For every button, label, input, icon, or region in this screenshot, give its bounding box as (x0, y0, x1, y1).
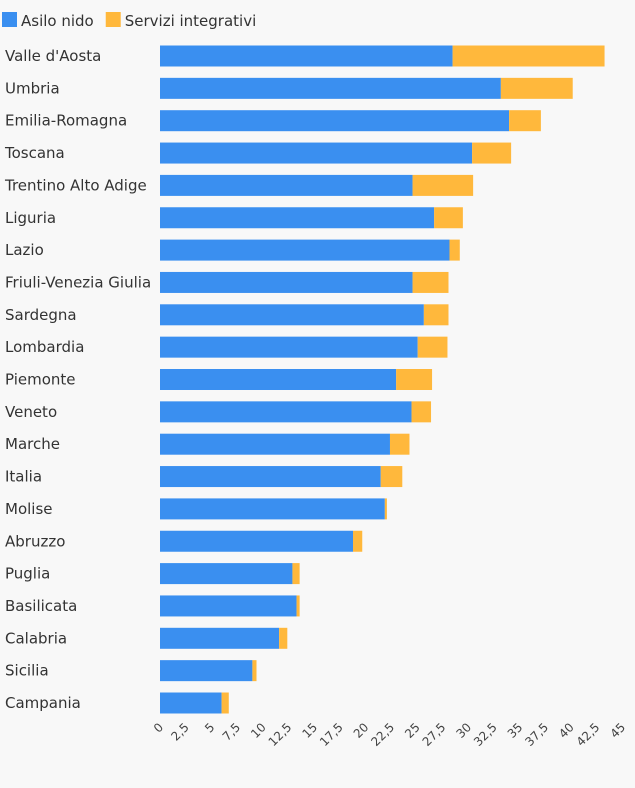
legend-swatch-0 (2, 12, 17, 27)
bar-asilo-nido (160, 110, 510, 132)
bar-asilo-nido (160, 660, 253, 682)
category-label: Veneto (5, 403, 57, 421)
bar-servizi-integrativi (449, 239, 460, 261)
x-tick-label: 27,5 (420, 720, 449, 749)
bar-servizi-integrativi (384, 498, 387, 520)
bar-asilo-nido (160, 174, 413, 196)
category-label: Toscana (4, 144, 65, 162)
bar-asilo-nido (160, 595, 297, 617)
category-labels: Valle d'Aosta Umbria Emilia-Romagna Toscana… (4, 47, 151, 712)
bar-servizi-integrativi (452, 45, 605, 67)
bar-asilo-nido (160, 239, 450, 261)
bar-servizi-integrativi (296, 595, 300, 617)
x-tick-label: 2,5 (168, 720, 191, 743)
legend: Asilo nido Servizi integrativi (2, 12, 256, 30)
bar-servizi-integrativi (396, 369, 433, 390)
bar-asilo-nido (160, 401, 412, 423)
bar-servizi-integrativi (412, 174, 474, 196)
bar-asilo-nido (160, 530, 354, 552)
category-label: Marche (5, 435, 60, 453)
bar-asilo-nido (160, 336, 418, 358)
category-label: Basilicata (5, 597, 77, 615)
bar-asilo-nido (160, 692, 222, 714)
x-tick-label: 22,5 (368, 720, 397, 749)
bar-asilo-nido (160, 271, 413, 293)
category-label: Lazio (5, 241, 44, 259)
bar-servizi-integrativi (292, 563, 300, 585)
x-tick-label: 12,5 (266, 720, 295, 749)
bar-servizi-integrativi (500, 77, 573, 99)
category-label: Campania (5, 694, 81, 712)
bar-asilo-nido (160, 77, 501, 99)
category-label: Lombardia (5, 338, 84, 356)
category-label: Puglia (5, 565, 50, 583)
category-label: Sardegna (5, 306, 77, 324)
bar-servizi-integrativi (221, 692, 229, 714)
bar-asilo-nido (160, 498, 385, 520)
category-label: Liguria (5, 209, 56, 227)
category-label: Emilia-Romagna (5, 112, 127, 130)
bar-servizi-integrativi (434, 207, 463, 229)
legend-swatch-1 (105, 12, 121, 27)
bar-servizi-integrativi (279, 627, 288, 649)
x-tick-label: 37,5 (522, 720, 551, 749)
bar-asilo-nido (160, 207, 435, 229)
bar-servizi-integrativi (389, 433, 410, 455)
category-label: Trentino Alto Adige (4, 176, 147, 194)
x-tick-label: 5 (202, 720, 217, 735)
x-tick-label: 17,5 (317, 720, 346, 749)
category-label: Abruzzo (5, 532, 65, 550)
x-tick-label: 42,5 (574, 720, 603, 749)
bar-asilo-nido (160, 433, 390, 455)
x-tick-label: 32,5 (471, 720, 500, 749)
bar-asilo-nido (160, 563, 293, 585)
category-label: Umbria (5, 79, 60, 97)
x-tick-label: 0 (151, 720, 166, 735)
bar-servizi-integrativi (423, 304, 449, 326)
bar-servizi-integrativi (380, 466, 403, 488)
bar-servizi-integrativi (411, 401, 432, 423)
legend-label-0: Asilo nido (21, 12, 94, 30)
bar-servizi-integrativi (252, 660, 257, 682)
x-tick-label: 45 (607, 720, 628, 741)
bar-asilo-nido (160, 142, 473, 164)
category-label: Calabria (5, 629, 67, 647)
bar-asilo-nido (160, 369, 397, 390)
legend-label-1: Servizi integrativi (125, 12, 257, 30)
bar-servizi-integrativi (509, 110, 541, 132)
bar-asilo-nido (160, 45, 453, 67)
category-label: Italia (5, 468, 42, 486)
category-label: Valle d'Aosta (5, 47, 101, 65)
category-label: Friuli-Venezia Giulia (5, 273, 151, 291)
category-label: Piemonte (5, 371, 76, 389)
category-label: Sicilia (5, 662, 49, 680)
x-tick-label: 7,5 (220, 720, 243, 743)
bar-servizi-integrativi (353, 530, 363, 552)
bar-asilo-nido (160, 466, 381, 488)
bars (160, 45, 605, 714)
bar-servizi-integrativi (417, 336, 448, 358)
bar-servizi-integrativi (472, 142, 512, 164)
category-label: Molise (5, 500, 53, 518)
bar-asilo-nido (160, 627, 280, 649)
bar-asilo-nido (160, 304, 424, 326)
bar-servizi-integrativi (412, 271, 449, 293)
